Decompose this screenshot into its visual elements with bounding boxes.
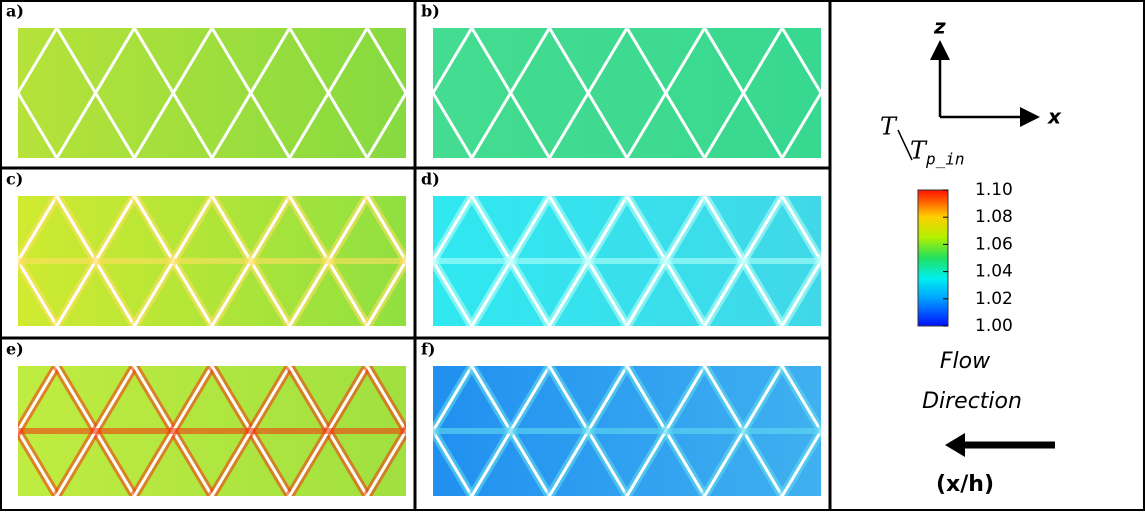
dividers (0, 0, 832, 511)
flow-label: Direction (922, 389, 1022, 414)
lattice (433, 90, 474, 158)
hot-edge (860, 366, 938, 496)
cb-den: T (910, 137, 928, 165)
lattice (55, 28, 136, 158)
lattice (860, 366, 938, 496)
cb-num: T (880, 113, 898, 141)
colorbar (917, 189, 949, 327)
lattice (780, 428, 821, 496)
panel-label: f) (421, 340, 435, 359)
lattice (365, 196, 406, 264)
lattice (433, 428, 474, 496)
unit-label: (x/h) (936, 472, 994, 497)
lattice (133, 28, 214, 158)
panel (433, 366, 938, 496)
panel (433, 196, 821, 326)
legend: z x T T p_in 1.10 1.08 1.06 1.04 1.02 1.00 Fl… (880, 15, 1062, 498)
lattice (780, 196, 821, 264)
panel (18, 196, 406, 326)
panel (18, 28, 406, 158)
axis-x: x (1047, 105, 1062, 129)
contour-field (433, 28, 821, 158)
lattice (433, 28, 474, 96)
lattice (433, 196, 474, 264)
lattice (18, 90, 59, 158)
axis-z: z (933, 15, 946, 39)
cb-tick-label: 1.04 (975, 262, 1013, 282)
lattice (625, 28, 706, 158)
lattice (780, 258, 821, 326)
lattice (780, 90, 821, 158)
lattice (780, 366, 821, 434)
panel-label: b) (421, 2, 440, 21)
lattice (210, 28, 291, 158)
lattice (18, 196, 59, 264)
lattice (548, 28, 629, 158)
lattice (365, 28, 406, 96)
hot-edge (860, 366, 938, 496)
lattice (433, 258, 474, 326)
lattice (470, 28, 551, 158)
cb-tick-label: 1.08 (975, 207, 1013, 227)
cb-sub: p_in (925, 150, 965, 169)
panel-label: c) (6, 170, 23, 189)
lattice (433, 366, 474, 434)
flow-label: Flow (940, 349, 991, 374)
lattice (860, 366, 938, 496)
panel-label: a) (6, 2, 24, 21)
lattice (365, 366, 406, 434)
lattice (18, 366, 59, 434)
contour-field (18, 28, 406, 158)
panel-label: d) (421, 170, 440, 189)
lattice (288, 28, 369, 158)
lattice (365, 90, 406, 158)
panel (433, 28, 821, 158)
cb-tick-label: 1.02 (975, 289, 1013, 309)
panel-label: e) (6, 340, 24, 359)
cb-tick-label: 1.00 (975, 316, 1013, 336)
panel (18, 366, 406, 496)
lattice (18, 258, 59, 326)
lattice (703, 28, 784, 158)
lattice (18, 28, 59, 96)
cb-tick-label: 1.06 (975, 234, 1013, 254)
lattice (365, 258, 406, 326)
cb-tick-label: 1.10 (975, 180, 1013, 200)
lattice (18, 428, 59, 496)
lattice (365, 428, 406, 496)
lattice (780, 28, 821, 96)
flow-arrowhead (945, 433, 965, 457)
